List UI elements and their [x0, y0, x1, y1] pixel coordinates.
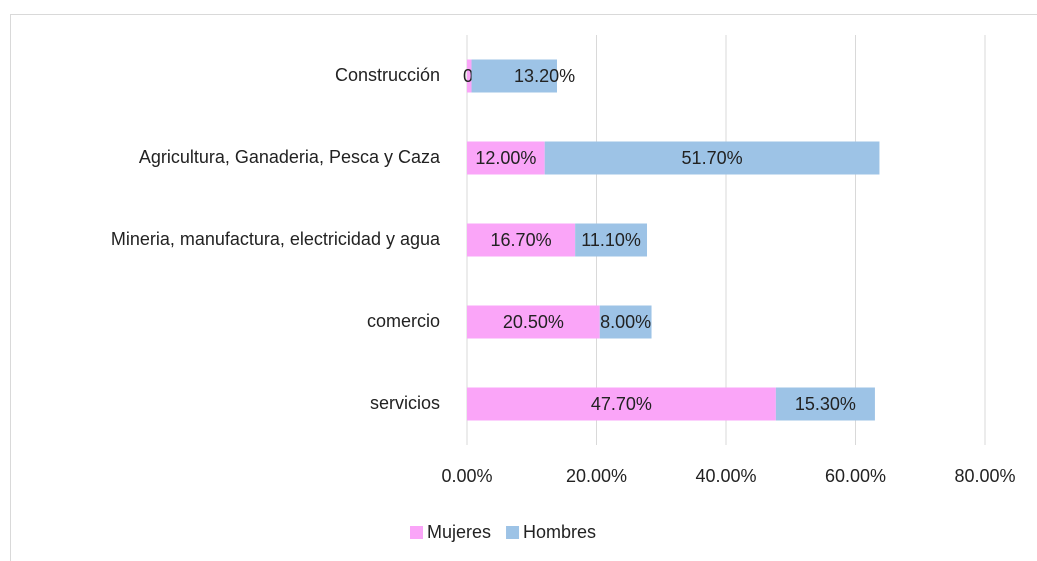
data-label: 20.50%: [503, 312, 564, 332]
legend-label: Mujeres: [427, 522, 491, 542]
x-tick-label: 60.00%: [825, 466, 886, 486]
category-label: Agricultura, Ganaderia, Pesca y Caza: [139, 147, 441, 167]
category-label: Construcción: [335, 65, 440, 85]
x-tick-label: 40.00%: [695, 466, 756, 486]
bar-segment: [467, 223, 576, 257]
data-label: 13.20%: [514, 66, 575, 86]
x-tick-label: 0.00%: [441, 466, 492, 486]
x-tick-label: 80.00%: [954, 466, 1015, 486]
x-tick-label: 20.00%: [566, 466, 627, 486]
bar-segment: [467, 387, 776, 421]
data-label: 8.00%: [600, 312, 651, 332]
category-label: comercio: [367, 311, 440, 331]
bar-segment: [467, 141, 545, 175]
bar-segment: [599, 305, 652, 339]
legend-swatch: [410, 526, 423, 539]
bar-segment: [775, 387, 875, 421]
data-label: 15.30%: [795, 394, 856, 414]
bar-segment: [471, 59, 558, 93]
data-label: 11.10%: [581, 230, 641, 250]
legend-label: Hombres: [523, 522, 596, 542]
bar-segment: [467, 305, 600, 339]
bar-segment: [467, 59, 472, 93]
data-label: 16.70%: [491, 230, 552, 250]
category-label: Mineria, manufactura, electricidad y agu…: [111, 229, 441, 249]
legend-swatch: [506, 526, 520, 539]
bar-segment: [544, 141, 880, 175]
bar-segment: [575, 223, 648, 257]
category-label: servicios: [370, 393, 440, 413]
data-label: 47.70%: [591, 394, 652, 414]
data-label: 12.00%: [475, 148, 536, 168]
chart-frame: [10, 14, 1037, 561]
data-label: 51.70%: [682, 148, 743, 168]
